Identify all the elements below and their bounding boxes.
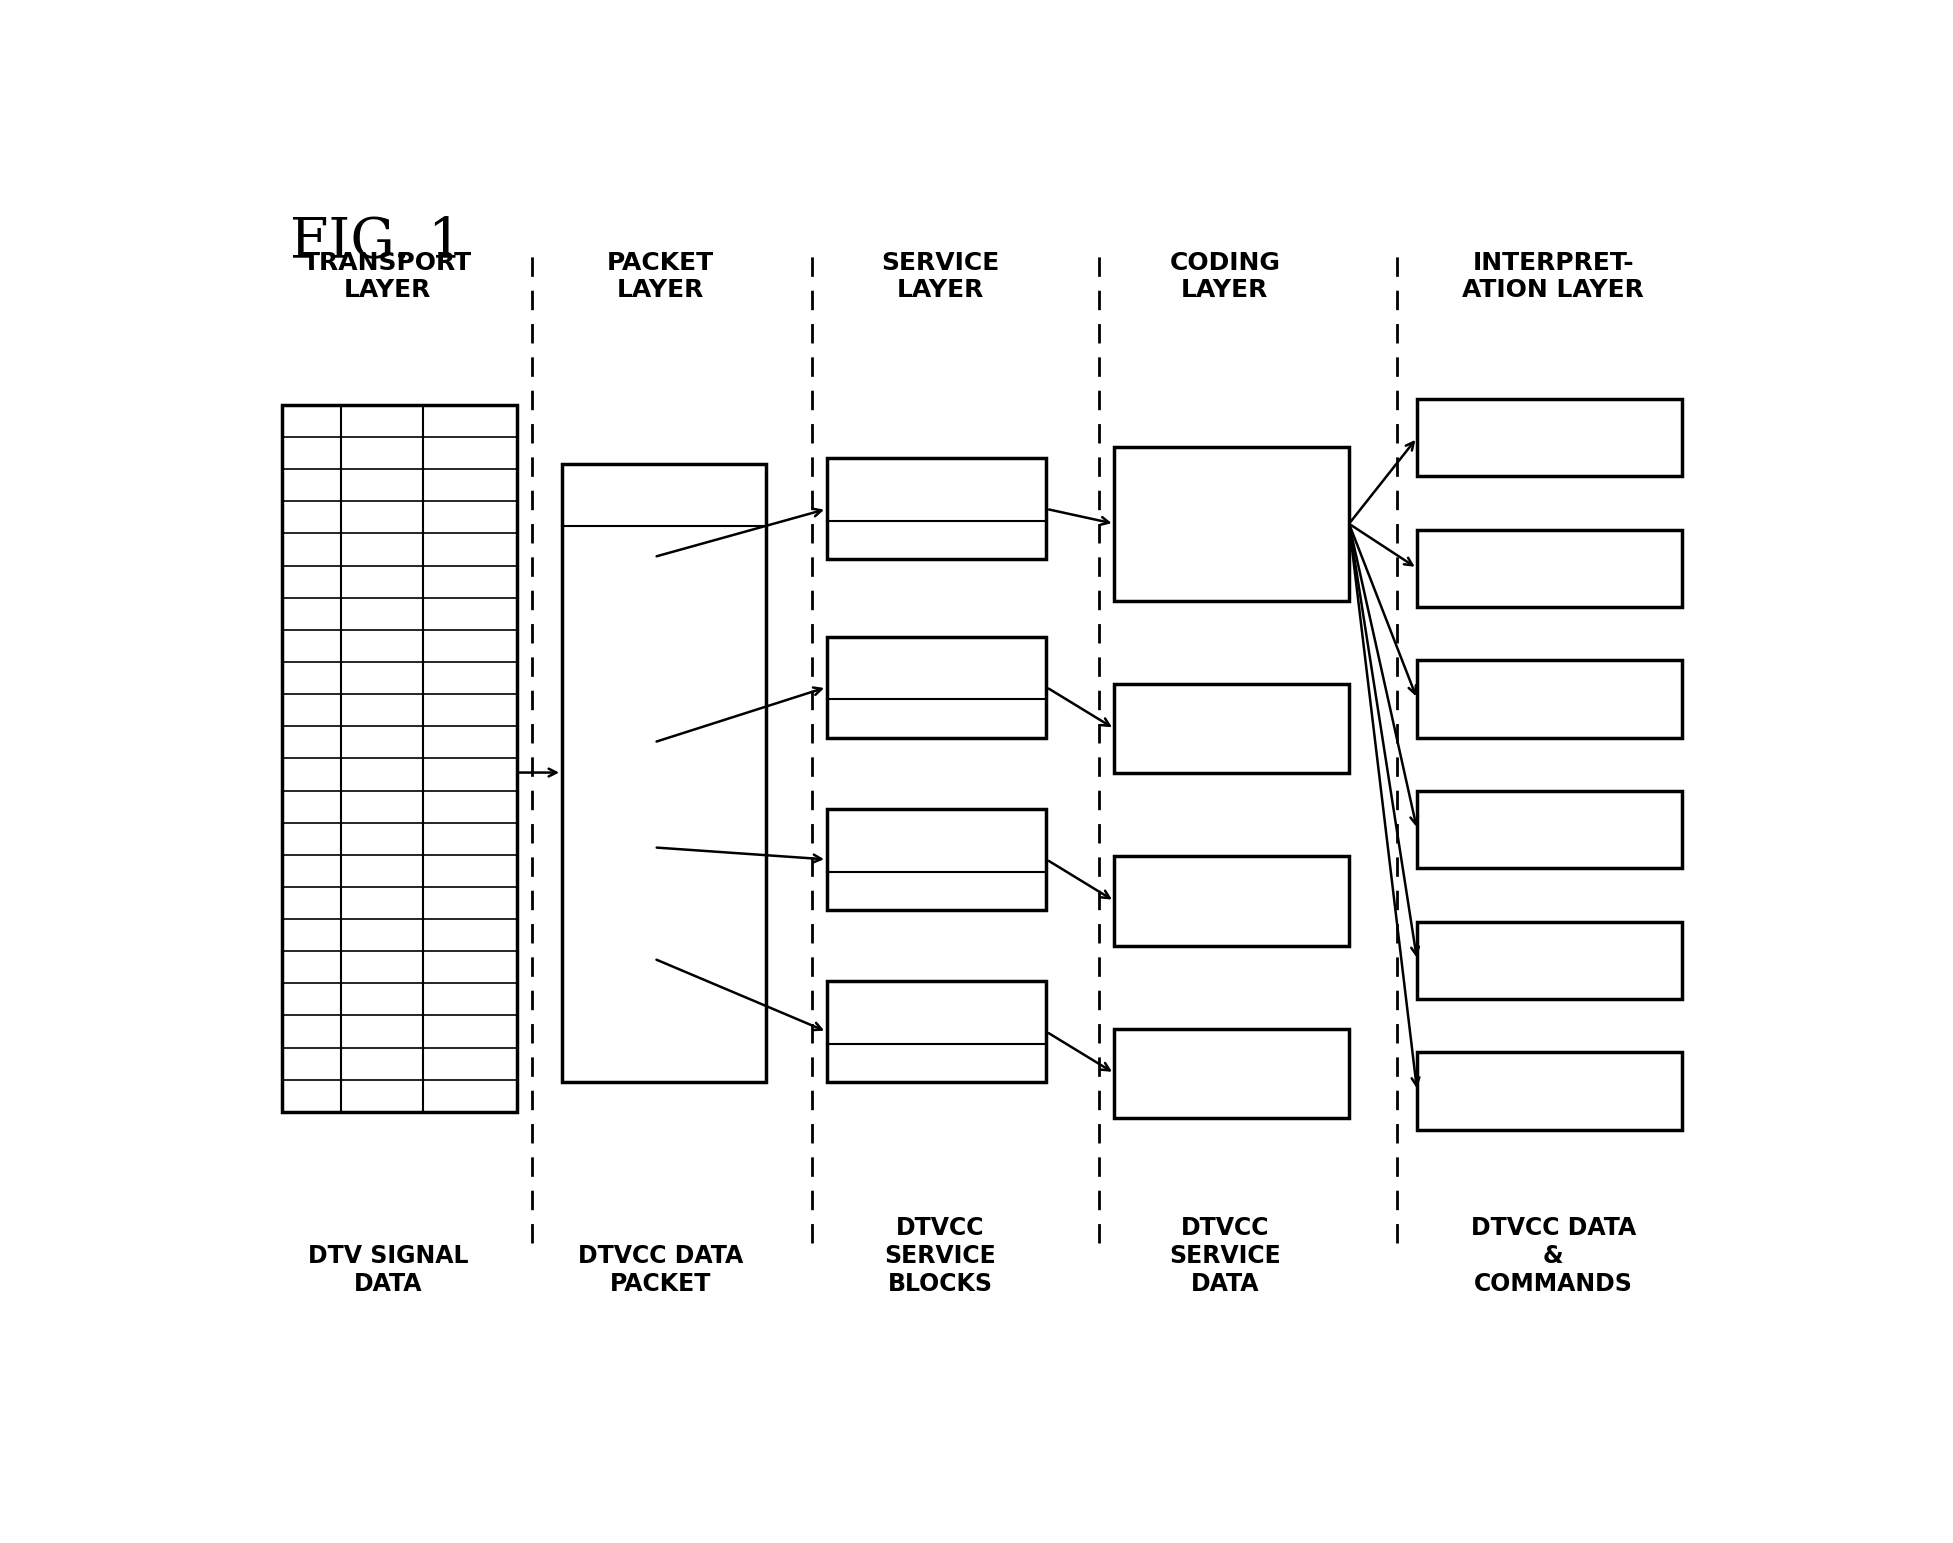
Text: INTERPRET-
ATION LAYER: INTERPRET- ATION LAYER bbox=[1463, 250, 1644, 302]
Bar bbox=[1418, 660, 1682, 738]
Bar bbox=[562, 464, 766, 1082]
Text: PACKET
LAYER: PACKET LAYER bbox=[607, 250, 715, 302]
Bar bbox=[1115, 446, 1350, 602]
Text: CODING
LAYER: CODING LAYER bbox=[1170, 250, 1281, 302]
Text: DTVCC DATA
&
COMMANDS: DTVCC DATA & COMMANDS bbox=[1471, 1216, 1637, 1296]
Bar bbox=[826, 458, 1047, 560]
Text: DTVCC
SERVICE
DATA: DTVCC SERVICE DATA bbox=[1170, 1216, 1281, 1296]
Bar bbox=[1115, 1029, 1350, 1117]
Bar bbox=[1418, 529, 1682, 606]
Bar bbox=[826, 809, 1047, 910]
Text: DTVCC DATA
PACKET: DTVCC DATA PACKET bbox=[578, 1244, 742, 1296]
Bar bbox=[1418, 400, 1682, 477]
Bar bbox=[1418, 921, 1682, 998]
Bar bbox=[826, 637, 1047, 738]
Text: FIG. 1: FIG. 1 bbox=[289, 214, 463, 270]
Text: DTVCC
SERVICE
BLOCKS: DTVCC SERVICE BLOCKS bbox=[885, 1216, 996, 1296]
Text: DTV SIGNAL
DATA: DTV SIGNAL DATA bbox=[309, 1244, 469, 1296]
Bar bbox=[1418, 792, 1682, 869]
Bar bbox=[1418, 1052, 1682, 1129]
Bar bbox=[1115, 684, 1350, 773]
Text: TRANSPORT
LAYER: TRANSPORT LAYER bbox=[303, 250, 473, 302]
Bar bbox=[281, 404, 518, 1113]
Bar bbox=[826, 981, 1047, 1082]
Text: SERVICE
LAYER: SERVICE LAYER bbox=[881, 250, 1000, 302]
Bar bbox=[1115, 856, 1350, 946]
